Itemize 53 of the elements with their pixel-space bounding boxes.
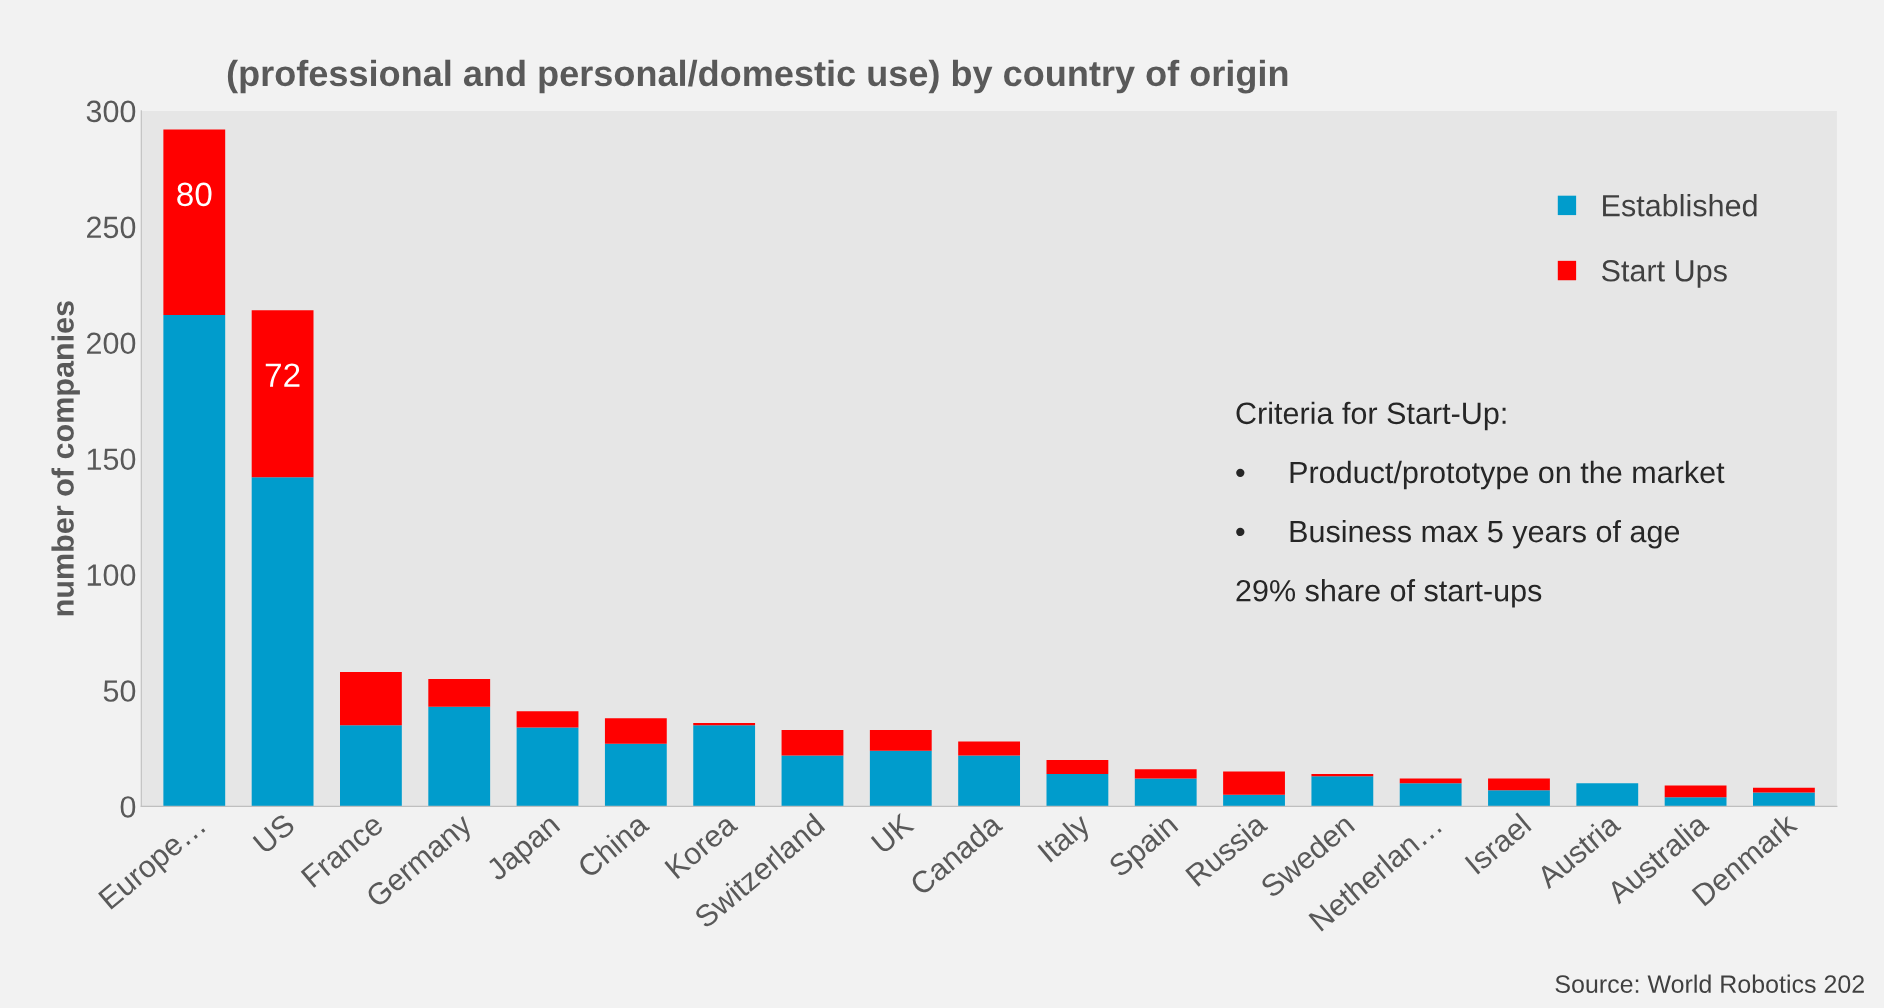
bar [604,718,667,744]
bar [1223,771,1285,795]
bar [516,727,579,807]
x-tick-label: Italy [1036,811,1096,868]
y-tick-label: 100 [87,564,136,586]
bar [1311,776,1374,807]
data-label: 72 [265,363,300,387]
bar [1134,769,1197,779]
bar [1664,797,1727,807]
bar [1664,785,1727,798]
y-tick-label: 300 [86,100,136,123]
annotation: Criteria for Start-Up: [1236,401,1506,431]
x-tick-label: US [252,812,296,855]
annotation: • Business max 5 years of age [1236,519,1680,549]
bar [340,725,402,807]
bar [163,314,226,807]
bar [869,750,932,807]
bar [604,743,667,807]
y-tick-label: 150 [87,448,136,471]
annotation: 29% share of start-ups [1236,579,1542,608]
bar [1753,792,1815,807]
bar [428,706,491,807]
bar [340,671,402,726]
bar [869,729,932,751]
legend-label: Start Ups [1601,259,1727,288]
bar [781,729,844,756]
bar [163,129,226,315]
y-tick-label: 250 [87,216,136,239]
bar [1488,790,1550,807]
chart-title: (professional and personal/domestic use) by country of origin [227,59,1288,94]
bar [693,725,756,807]
y-tick-label: 0 [120,796,136,818]
data-label: 80 [177,182,212,207]
bar [958,755,1021,807]
y-tick-label: 200 [87,332,136,355]
bar [958,741,1021,756]
annotation: • Product/prototype on the market [1236,460,1725,490]
bar [1399,783,1462,807]
y-axis-title: number of companies [51,301,80,616]
bar [428,678,491,707]
bar [251,477,314,807]
legend-label: Established [1603,194,1757,217]
source-note: Source: World Robotics 202 [1555,974,1864,993]
bar [1046,773,1109,807]
bar [1134,778,1197,807]
bar [1488,778,1550,791]
bar [251,310,314,478]
bar [1046,760,1109,774]
bar [516,711,579,728]
y-tick-label: 50 [103,680,136,702]
bar [781,755,844,807]
bar [1576,783,1639,807]
bar [1223,794,1285,807]
